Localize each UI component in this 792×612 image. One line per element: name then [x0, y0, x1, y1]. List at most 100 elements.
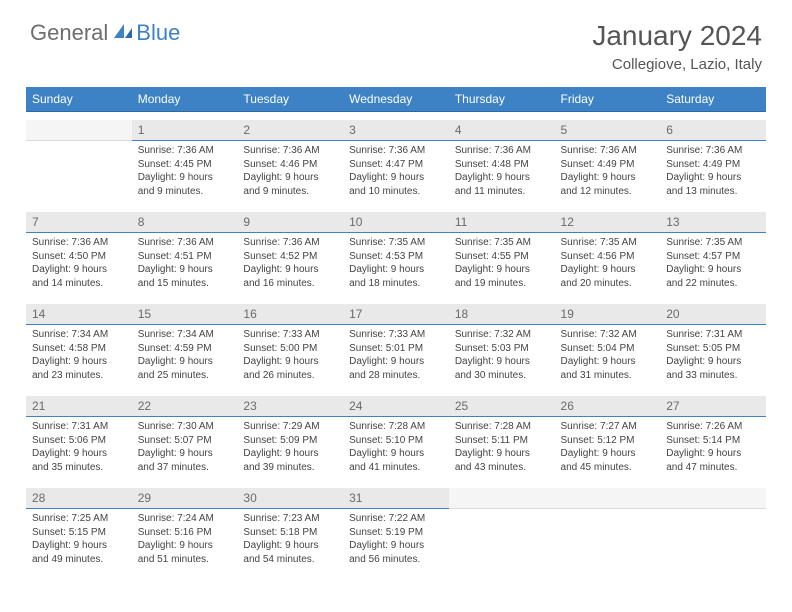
week-content-row: Sunrise: 7:25 AMSunset: 5:15 PM Daylight:…: [26, 509, 766, 573]
month-title: January 2024: [592, 20, 762, 52]
day-cell: Sunrise: 7:29 AMSunset: 5:09 PMDaylight:…: [237, 417, 343, 485]
sunrise-text: Sunrise: 7:26 AM: [666, 420, 760, 434]
day-cell: Sunrise: 7:36 AMSunset: 4:50 PMDaylight:…: [26, 233, 132, 301]
daylight-text-1: Daylight: 9 hours: [243, 171, 337, 185]
sunrise-text: Sunrise: 7:31 AM: [666, 328, 760, 342]
sunset-text: Sunset: 4:46 PM: [243, 158, 337, 172]
day-cell: Sunrise: 7:26 AMSunset: 5:14 PMDaylight:…: [660, 417, 766, 485]
sunrise-text: Sunrise: 7:28 AM: [349, 420, 443, 434]
day-number: 12: [555, 208, 661, 233]
daylight-text-2: and 43 minutes.: [455, 461, 549, 475]
daylight-text-2: and 14 minutes.: [32, 277, 126, 291]
daylight-text-2: and 19 minutes.: [455, 277, 549, 291]
daylight-text-1: Daylight: 9 hours: [138, 447, 232, 461]
day-number: 10: [343, 208, 449, 233]
sunset-text: Sunset: 4:52 PM: [243, 250, 337, 264]
daylight-text-2: and 56 minutes.: [349, 553, 443, 567]
daylight-text-2: and 11 minutes.: [455, 185, 549, 199]
day-cell: Sunrise: 7:25 AMSunset: 5:15 PMDaylight:…: [26, 509, 132, 573]
day-number: 15: [132, 300, 238, 325]
sunset-text: Sunset: 4:53 PM: [349, 250, 443, 264]
day-number: 24: [343, 392, 449, 417]
daylight-text-2: and 39 minutes.: [243, 461, 337, 475]
sunrise-text: Sunrise: 7:36 AM: [349, 144, 443, 158]
sunset-text: Sunset: 4:49 PM: [561, 158, 655, 172]
day-cell: Sunrise: 7:28 AMSunset: 5:10 PMDaylight:…: [343, 417, 449, 485]
daylight-text-1: Daylight: 9 hours: [138, 263, 232, 277]
calendar-table: Sunday Monday Tuesday Wednesday Thursday…: [26, 87, 766, 112]
week-content-row: Sunrise: 7:36 AMSunset: 4:45 PMDaylight:…: [26, 141, 766, 209]
day-number: 6: [660, 120, 766, 141]
sunrise-text: Sunrise: 7:25 AM: [32, 512, 126, 526]
day-number: 30: [237, 484, 343, 509]
day-header-sat: Saturday: [660, 87, 766, 112]
day-cell: Sunrise: 7:27 AMSunset: 5:12 PMDaylight:…: [555, 417, 661, 485]
day-number: 26: [555, 392, 661, 417]
day-number: [26, 120, 132, 141]
sunrise-text: Sunrise: 7:34 AM: [138, 328, 232, 342]
daylight-text-2: and 18 minutes.: [349, 277, 443, 291]
sunset-text: Sunset: 5:01 PM: [349, 342, 443, 356]
sunrise-text: Sunrise: 7:32 AM: [455, 328, 549, 342]
daylight-text-1: Daylight: 9 hours: [138, 171, 232, 185]
daylight-text-1: Daylight: 9 hours: [455, 355, 549, 369]
daylight-text-2: and 22 minutes.: [666, 277, 760, 291]
sunrise-text: Sunrise: 7:36 AM: [32, 236, 126, 250]
daylight-text-2: and 23 minutes.: [32, 369, 126, 383]
day-cell: Sunrise: 7:36 AMSunset: 4:49 PMDaylight:…: [660, 141, 766, 209]
sunrise-text: Sunrise: 7:33 AM: [349, 328, 443, 342]
day-cell: [26, 141, 132, 209]
day-number: 16: [237, 300, 343, 325]
page-header: General Blue January 2024 Collegiove, La…: [0, 0, 792, 79]
sunrise-text: Sunrise: 7:32 AM: [561, 328, 655, 342]
sunset-text: Sunset: 4:45 PM: [138, 158, 232, 172]
sunrise-text: Sunrise: 7:36 AM: [138, 236, 232, 250]
sunrise-text: Sunrise: 7:22 AM: [349, 512, 443, 526]
day-number: 2: [237, 120, 343, 141]
sunset-text: Sunset: 4:51 PM: [138, 250, 232, 264]
daylight-text-1: Daylight: 9 hours: [561, 355, 655, 369]
day-cell: Sunrise: 7:22 AMSunset: 5:19 PMDaylight:…: [343, 509, 449, 573]
daylight-text-2: and 28 minutes.: [349, 369, 443, 383]
sunset-text: Sunset: 4:48 PM: [455, 158, 549, 172]
week-number-row: 123456: [26, 120, 766, 141]
day-cell: Sunrise: 7:23 AMSunset: 5:18 PMDaylight:…: [237, 509, 343, 573]
day-cell: Sunrise: 7:36 AMSunset: 4:47 PMDaylight:…: [343, 141, 449, 209]
logo-sail-icon: [112, 22, 134, 45]
daylight-text-2: and 41 minutes.: [349, 461, 443, 475]
sunset-text: Sunset: 5:15 PM: [32, 526, 126, 540]
week-number-row: 78910111213: [26, 208, 766, 233]
day-number: 8: [132, 208, 238, 233]
day-cell: Sunrise: 7:36 AMSunset: 4:48 PMDaylight:…: [449, 141, 555, 209]
daylight-text-1: Daylight: 9 hours: [349, 171, 443, 185]
sunset-text: Sunset: 5:06 PM: [32, 434, 126, 448]
day-cell: Sunrise: 7:33 AMSunset: 5:00 PMDaylight:…: [237, 325, 343, 393]
sunrise-text: Sunrise: 7:36 AM: [666, 144, 760, 158]
day-cell: Sunrise: 7:24 AMSunset: 5:16 PMDaylight:…: [132, 509, 238, 573]
sunset-text: Sunset: 5:16 PM: [138, 526, 232, 540]
sunset-text: Sunset: 5:00 PM: [243, 342, 337, 356]
week-content-row: Sunrise: 7:31 AMSunset: 5:06 PMDaylight:…: [26, 417, 766, 485]
daylight-text-1: Daylight: 9 hours: [666, 447, 760, 461]
day-number: 9: [237, 208, 343, 233]
day-cell: [555, 509, 661, 573]
daylight-text-1: Daylight: 9 hours: [138, 539, 232, 553]
sunset-text: Sunset: 5:05 PM: [666, 342, 760, 356]
day-cell: Sunrise: 7:30 AMSunset: 5:07 PMDaylight:…: [132, 417, 238, 485]
sunset-text: Sunset: 5:19 PM: [349, 526, 443, 540]
sunrise-text: Sunrise: 7:23 AM: [243, 512, 337, 526]
daylight-text-1: Daylight: 9 hours: [349, 263, 443, 277]
week-number-row: 28293031: [26, 484, 766, 509]
week-content-row: Sunrise: 7:34 AMSunset: 4:58 PMDaylight:…: [26, 325, 766, 393]
daylight-text-1: Daylight: 9 hours: [349, 447, 443, 461]
day-cell: Sunrise: 7:31 AMSunset: 5:05 PMDaylight:…: [660, 325, 766, 393]
day-header-fri: Friday: [555, 87, 661, 112]
daylight-text-2: and 31 minutes.: [561, 369, 655, 383]
day-number: 27: [660, 392, 766, 417]
day-cell: Sunrise: 7:28 AMSunset: 5:11 PMDaylight:…: [449, 417, 555, 485]
day-cell: Sunrise: 7:34 AMSunset: 4:59 PMDaylight:…: [132, 325, 238, 393]
day-number: 4: [449, 120, 555, 141]
daylight-text-2: and 10 minutes.: [349, 185, 443, 199]
daylight-text-2: and 54 minutes.: [243, 553, 337, 567]
daylight-text-1: Daylight: 9 hours: [349, 355, 443, 369]
